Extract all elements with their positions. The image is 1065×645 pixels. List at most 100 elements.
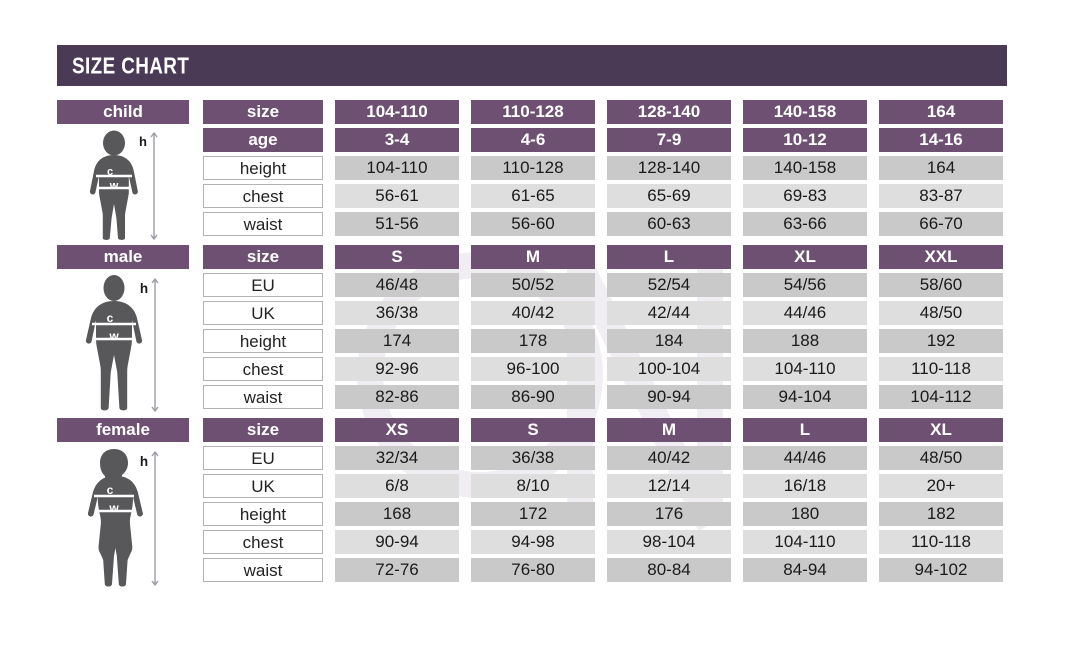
cell-child-age-2: 7-9 — [607, 128, 731, 152]
svg-text:c: c — [107, 483, 114, 497]
cell-male-uk-2: 42/44 — [607, 301, 731, 325]
category-label-male: male — [57, 245, 189, 269]
column-gap — [867, 446, 879, 470]
column-gap — [595, 418, 607, 442]
column-gap — [459, 301, 471, 325]
column-gap — [323, 502, 335, 526]
cell-female-size-2: M — [607, 418, 731, 442]
column-gap — [459, 128, 471, 152]
cell-male-chest-2: 100-104 — [607, 357, 731, 381]
column-gap — [323, 329, 335, 353]
cell-child-age-0: 3-4 — [335, 128, 459, 152]
column-gap — [731, 184, 743, 208]
column-gap — [867, 502, 879, 526]
cell-male-height-2: 184 — [607, 329, 731, 353]
column-gap — [323, 184, 335, 208]
table-row: height 104-110 110-128 128-140 140-158 164 — [57, 156, 1007, 180]
column-gap — [867, 329, 879, 353]
column-gap — [459, 100, 471, 124]
cell-male-waist-2: 90-94 — [607, 385, 731, 409]
column-gap — [323, 558, 335, 582]
column-gap — [459, 212, 471, 236]
cell-female-waist-3: 84-94 — [743, 558, 867, 582]
column-gap — [731, 558, 743, 582]
column-gap — [323, 474, 335, 498]
column-gap — [595, 446, 607, 470]
column-gap — [189, 212, 203, 236]
column-gap — [323, 100, 335, 124]
table-row: chest 56-61 61-65 65-69 69-83 83-87 — [57, 184, 1007, 208]
cell-female-uk-0: 6/8 — [335, 474, 459, 498]
column-gap — [459, 558, 471, 582]
column-gap — [731, 100, 743, 124]
cell-male-chest-0: 92-96 — [335, 357, 459, 381]
column-gap — [459, 329, 471, 353]
cell-child-size-0: 104-110 — [335, 100, 459, 124]
column-gap — [459, 184, 471, 208]
cell-male-uk-0: 36/38 — [335, 301, 459, 325]
cell-child-waist-2: 60-63 — [607, 212, 731, 236]
column-gap — [323, 357, 335, 381]
cell-child-height-4: 164 — [879, 156, 1003, 180]
table-row: male size S M L XL XXL — [57, 245, 1007, 269]
column-gap — [595, 273, 607, 297]
column-gap — [189, 128, 203, 152]
row-label-height: height — [203, 156, 323, 180]
column-gap — [323, 446, 335, 470]
cell-male-waist-4: 104-112 — [879, 385, 1003, 409]
column-gap — [595, 558, 607, 582]
column-gap — [189, 100, 203, 124]
table-row: UK 6/8 8/10 12/14 16/18 20+ — [57, 474, 1007, 498]
column-gap — [595, 502, 607, 526]
column-gap — [323, 385, 335, 409]
column-gap — [459, 357, 471, 381]
cell-male-height-4: 192 — [879, 329, 1003, 353]
row-label-uk: UK — [203, 474, 323, 498]
cell-child-size-1: 110-128 — [471, 100, 595, 124]
table-row: UK 36/38 40/42 42/44 44/46 48/50 — [57, 301, 1007, 325]
column-gap — [595, 184, 607, 208]
column-gap — [731, 245, 743, 269]
cell-female-waist-1: 76-80 — [471, 558, 595, 582]
cell-male-size-4: XXL — [879, 245, 1003, 269]
cell-child-waist-0: 51-56 — [335, 212, 459, 236]
table-row: chest 92-96 96-100 100-104 104-110 110-118 — [57, 357, 1007, 381]
column-gap — [459, 156, 471, 180]
cell-male-eu-3: 54/56 — [743, 273, 867, 297]
table-row: age 3-4 4-6 7-9 10-12 14-16 — [57, 128, 1007, 152]
column-gap — [189, 418, 203, 442]
column-gap — [323, 156, 335, 180]
table-row: height 174 178 184 188 192 — [57, 329, 1007, 353]
svg-text:h: h — [140, 454, 148, 469]
cell-female-uk-4: 20+ — [879, 474, 1003, 498]
column-gap — [595, 100, 607, 124]
column-gap — [459, 474, 471, 498]
table-row: chest 90-94 94-98 98-104 104-110 110-118 — [57, 530, 1007, 554]
section-female: female size XS S M L XL EU 32/34 36/38 40/42 44/46 4… — [57, 418, 1007, 587]
cell-child-waist-4: 66-70 — [879, 212, 1003, 236]
column-gap — [323, 418, 335, 442]
category-label-female: female — [57, 418, 189, 442]
column-gap — [731, 212, 743, 236]
column-gap — [189, 329, 203, 353]
cell-female-waist-0: 72-76 — [335, 558, 459, 582]
cell-child-chest-2: 65-69 — [607, 184, 731, 208]
column-gap — [459, 530, 471, 554]
row-label-waist: waist — [203, 212, 323, 236]
column-gap — [459, 446, 471, 470]
svg-text:w: w — [108, 329, 119, 343]
column-gap — [731, 128, 743, 152]
column-gap — [189, 273, 203, 297]
column-gap — [595, 156, 607, 180]
cell-child-chest-0: 56-61 — [335, 184, 459, 208]
column-gap — [731, 301, 743, 325]
column-gap — [595, 357, 607, 381]
column-gap — [867, 418, 879, 442]
cell-female-eu-4: 48/50 — [879, 446, 1003, 470]
row-label-size: size — [203, 100, 323, 124]
column-gap — [189, 245, 203, 269]
column-gap — [189, 558, 203, 582]
cell-female-chest-4: 110-118 — [879, 530, 1003, 554]
row-label-chest: chest — [203, 530, 323, 554]
column-gap — [595, 245, 607, 269]
